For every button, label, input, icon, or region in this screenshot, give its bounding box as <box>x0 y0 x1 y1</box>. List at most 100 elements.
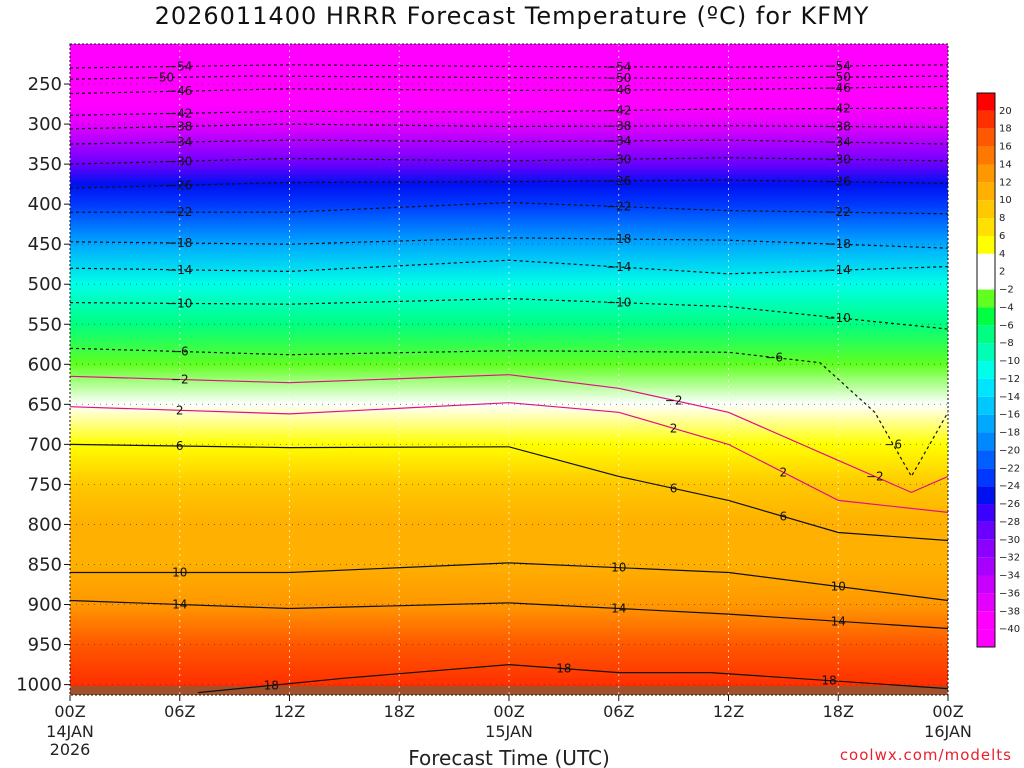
contour-label: −22 <box>167 205 192 219</box>
colorbar-cell <box>977 146 995 165</box>
contour-label: −10 <box>167 296 192 310</box>
colorbar-label: −6 <box>999 320 1014 331</box>
colorbar-label: 14 <box>999 159 1012 170</box>
contour-label: −30 <box>167 154 192 168</box>
colorbar-cell <box>977 557 995 576</box>
contour-line <box>197 663 949 694</box>
contour-label: −46 <box>167 84 192 98</box>
colorbar-cell <box>977 128 995 147</box>
contour-label: 2 <box>176 403 184 417</box>
contour-label: −26 <box>606 174 631 188</box>
contour-label: −38 <box>606 119 631 133</box>
x-tick-label: 00Z <box>54 702 85 721</box>
contour-line <box>69 75 949 80</box>
colorbar-cell <box>977 110 995 129</box>
y-tick-label: 500 <box>28 274 62 295</box>
contour-label: −46 <box>606 83 631 97</box>
contour-label: −34 <box>606 134 631 148</box>
contour-label: −54 <box>606 60 631 74</box>
contour-line <box>69 107 949 116</box>
x-tick-label: 18Z <box>823 702 854 721</box>
colorbar-label: −26 <box>999 499 1020 510</box>
colorbar-cell <box>977 593 995 612</box>
x-tick-label: 18Z <box>384 702 415 721</box>
colorbar-label: −18 <box>999 428 1020 439</box>
colorbar-label: −38 <box>999 606 1020 617</box>
contour-label: 18 <box>556 662 571 676</box>
y-tick-label: 350 <box>28 154 62 175</box>
contour-label: −46 <box>826 81 851 95</box>
colorbar-cell <box>977 504 995 522</box>
contour-label: −54 <box>826 59 851 73</box>
contour-label: 6 <box>780 509 788 523</box>
colorbar-cell <box>977 307 995 326</box>
colorbar-cell <box>977 611 995 630</box>
credit-text[interactable]: coolwx.com/modelts <box>839 746 1012 764</box>
y-tick-label: 700 <box>28 434 62 455</box>
contour-line <box>69 139 949 145</box>
colorbar-label: −28 <box>999 517 1020 528</box>
y-tick-label: 400 <box>28 194 62 215</box>
colorbar-label: 20 <box>999 106 1012 117</box>
contour-label: −18 <box>167 236 192 250</box>
colorbar-cell <box>977 93 995 111</box>
colorbar-cell <box>977 539 995 558</box>
contour-label: −14 <box>167 263 192 277</box>
y-tick-label: 900 <box>28 595 62 616</box>
contour-label: −50 <box>606 71 631 85</box>
contour-line <box>69 123 949 130</box>
contour-line <box>69 64 949 69</box>
contour-label: −30 <box>606 152 631 166</box>
contour-line <box>69 85 949 95</box>
contour-label: 6 <box>670 481 678 495</box>
colorbar-frame <box>976 92 996 648</box>
y-tick-label: 850 <box>28 554 62 575</box>
contour-label: −14 <box>826 263 851 277</box>
x-tick-label: 06Z <box>603 702 634 721</box>
contour-line <box>69 443 949 542</box>
colorbar-label: −14 <box>999 392 1020 403</box>
contour-line <box>69 402 949 513</box>
contour-label: −6 <box>884 437 902 451</box>
x-axis-label: Forecast Time (UTC) <box>408 746 610 768</box>
colorbar-label: 12 <box>999 177 1012 188</box>
contour-line <box>70 201 949 215</box>
contour-label: 2 <box>780 465 788 479</box>
y-tick-label: 300 <box>28 114 62 135</box>
y-tick-label: 750 <box>28 474 62 495</box>
colorbar-cell <box>977 414 995 433</box>
contour-label: −38 <box>167 119 192 133</box>
colorbar-label: −4 <box>999 302 1014 313</box>
contour-label: 10 <box>831 580 846 594</box>
colorbar-cell <box>977 200 995 219</box>
colorbar-label: −32 <box>999 553 1020 564</box>
colorbar-cell <box>977 432 995 451</box>
contour-label: −6 <box>765 350 783 364</box>
contour-label: 18 <box>821 674 836 688</box>
colorbar-cell <box>977 289 995 308</box>
y-tick-label: 450 <box>28 234 62 255</box>
colorbar-cell <box>977 361 995 379</box>
colorbar-label: 6 <box>999 231 1005 242</box>
y-tick-label: 550 <box>28 314 62 335</box>
contour-label: −18 <box>606 232 631 246</box>
colorbar-cell <box>977 271 995 290</box>
x-tick-year-label: 2026 <box>50 740 91 759</box>
contour-label: −26 <box>826 175 851 189</box>
contour-line <box>69 237 949 249</box>
y-tick-label: 800 <box>28 514 62 535</box>
contour-label: −2 <box>665 393 683 407</box>
colorbar-cell <box>977 164 995 183</box>
contour-label: −42 <box>167 106 192 120</box>
contour-label: 14 <box>172 598 187 612</box>
colorbar-cell <box>977 325 995 344</box>
contour-label: −22 <box>826 205 851 219</box>
y-tick-label: 600 <box>28 354 62 375</box>
colorbar-label: −2 <box>999 285 1014 296</box>
contour-label: 6 <box>176 439 184 453</box>
contour-label: −10 <box>606 296 631 310</box>
contour-line <box>69 347 949 478</box>
contour-label: 10 <box>611 561 626 575</box>
colorbar-label: −12 <box>999 374 1020 385</box>
